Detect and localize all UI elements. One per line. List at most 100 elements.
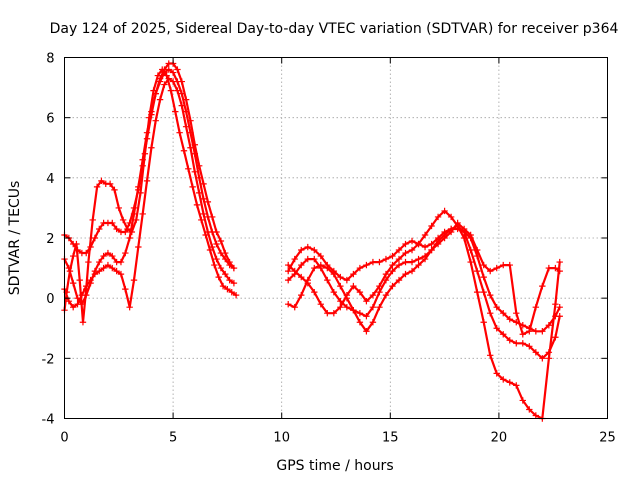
x-tick-label: 5: [169, 431, 177, 446]
data-point: [343, 276, 351, 284]
data-point: [96, 225, 103, 233]
data-point: [317, 300, 324, 308]
data-point: [539, 328, 546, 335]
data-point: [356, 310, 364, 317]
data-point: [178, 90, 185, 97]
data-point: [161, 81, 168, 88]
data-point: [343, 303, 351, 311]
data-point: [480, 261, 487, 269]
data-point: [69, 252, 77, 260]
data-point: [552, 334, 559, 341]
data-point: [217, 264, 225, 272]
tick-layer: 0 5 10 15 20 25 -4 -2 0 2 4 6 8: [42, 52, 616, 446]
data-point: [130, 276, 138, 284]
data-point: [382, 270, 390, 278]
data-point: [317, 264, 324, 272]
data-point: [122, 285, 129, 293]
data-point: [428, 222, 435, 230]
data-point: [330, 310, 338, 317]
data-point: [135, 243, 142, 251]
data-point: [117, 258, 125, 266]
data-point: [552, 264, 559, 272]
data-point: [330, 270, 338, 278]
data-point: [83, 282, 90, 290]
data-series-track-8: [285, 219, 563, 338]
data-point: [74, 246, 81, 254]
data-point: [506, 379, 513, 386]
data-point: [369, 258, 377, 266]
data-point: [224, 285, 231, 293]
data-point: [447, 228, 455, 236]
data-point: [395, 255, 403, 263]
data-series-track-6: [285, 222, 563, 362]
data-point: [519, 331, 526, 338]
data-point: [493, 325, 500, 332]
data-point: [363, 297, 370, 305]
y-tick-label: -2: [42, 352, 55, 367]
data-point: [180, 147, 188, 154]
data-point: [428, 246, 435, 254]
data-point: [98, 177, 105, 185]
data-point: [143, 177, 151, 185]
data-point: [369, 291, 377, 299]
data-point: [337, 303, 344, 311]
data-point: [85, 258, 92, 266]
data-point: [389, 267, 396, 275]
data-point: [219, 282, 227, 290]
data-point: [130, 210, 138, 218]
data-point: [363, 328, 370, 335]
y-tick-label: -4: [42, 413, 55, 428]
data-point: [96, 258, 103, 266]
data-point: [330, 288, 338, 296]
data-point: [545, 322, 553, 329]
data-point: [460, 234, 468, 242]
data-point: [506, 261, 513, 269]
data-point: [298, 261, 305, 269]
data-series-track-4: [61, 75, 238, 311]
data-point: [447, 213, 455, 221]
data-point: [408, 267, 416, 275]
y-tick-label: 6: [46, 112, 54, 127]
data-point: [135, 183, 142, 191]
data-point: [382, 255, 390, 263]
data-point: [415, 261, 422, 269]
data-point: [291, 255, 298, 263]
data-point: [87, 276, 94, 284]
data-point: [109, 264, 116, 272]
data-point: [526, 343, 533, 350]
data-point: [421, 252, 429, 260]
data-point: [415, 255, 422, 263]
data-point: [204, 198, 212, 206]
data-point: [395, 261, 403, 269]
data-point: [467, 258, 474, 266]
data-point: [356, 319, 364, 326]
data-point: [176, 129, 183, 136]
data-point: [493, 303, 500, 311]
series-layer: [61, 60, 563, 422]
data-point: [126, 303, 133, 311]
data-point: [395, 246, 403, 254]
data-point: [217, 249, 225, 257]
data-point: [311, 246, 318, 254]
data-point: [487, 310, 494, 317]
data-point: [111, 186, 118, 194]
data-point: [350, 282, 357, 290]
data-point: [232, 291, 240, 299]
data-point: [500, 376, 507, 383]
data-point: [165, 66, 172, 73]
data-point: [556, 313, 563, 320]
data-point: [285, 261, 292, 269]
data-point: [109, 219, 116, 227]
data-point: [519, 340, 526, 347]
data-point: [65, 297, 73, 305]
data-point: [165, 75, 172, 82]
x-tick-label: 10: [273, 431, 290, 446]
data-point: [113, 267, 120, 275]
data-point: [204, 213, 212, 221]
data-point: [402, 240, 409, 248]
data-point: [556, 303, 563, 311]
data-point: [215, 273, 222, 281]
data-point: [172, 108, 179, 115]
data-point: [191, 150, 199, 157]
data-point: [113, 225, 120, 233]
